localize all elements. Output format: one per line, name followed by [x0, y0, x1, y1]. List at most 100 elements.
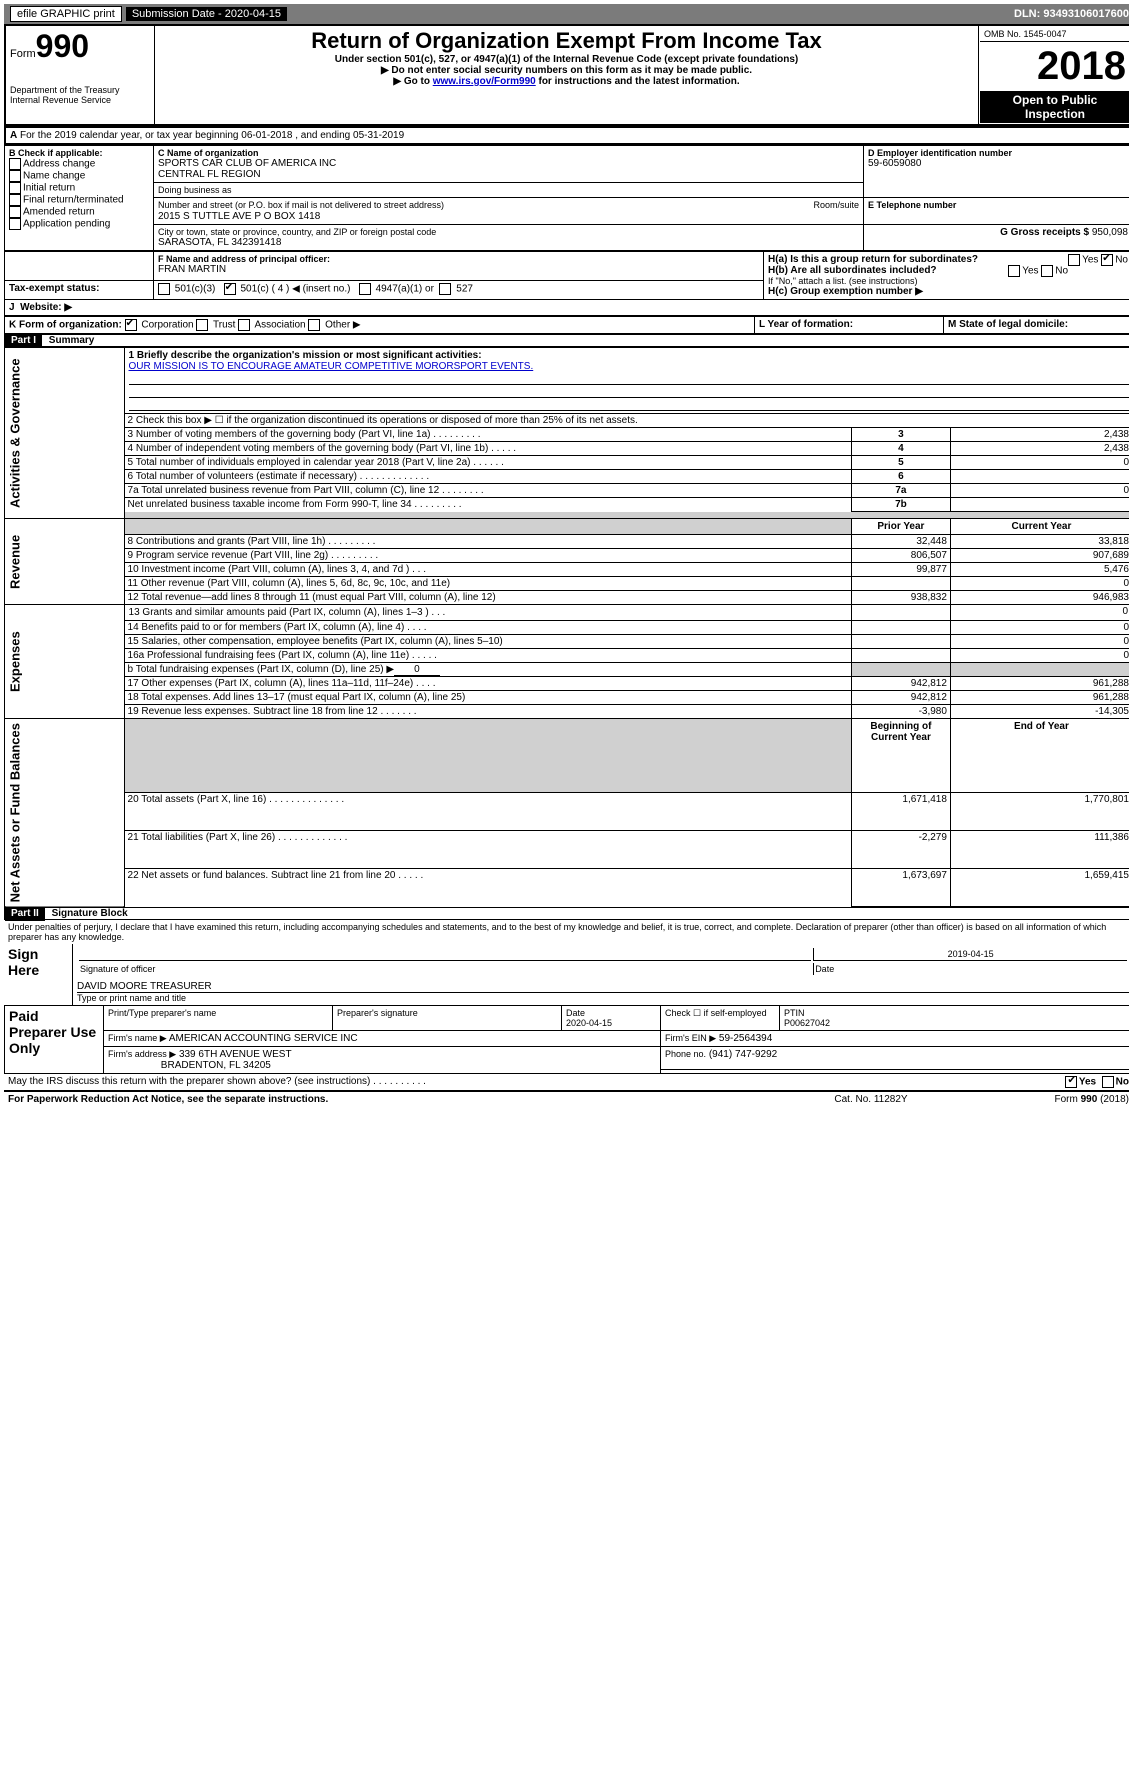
- discuss-no: No: [1116, 1077, 1129, 1088]
- exp16a: 16a Professional fundraising fees (Part …: [124, 649, 851, 663]
- city-label: City or town, state or province, country…: [158, 227, 859, 237]
- tax-year: 2018: [980, 42, 1129, 91]
- hb-no-checkbox[interactable]: [1041, 265, 1053, 277]
- ptin-label: PTIN: [784, 1008, 1128, 1018]
- ha-no-checkbox[interactable]: [1101, 254, 1113, 266]
- net20: 20 Total assets (Part X, line 16) . . . …: [124, 792, 851, 830]
- dba-label: Doing business as: [158, 185, 859, 195]
- dln: DLN: 93493106017600: [1014, 8, 1129, 20]
- website-label: Website: ▶: [20, 302, 72, 313]
- sign-date-label: Date: [813, 963, 1127, 975]
- summary-table: Activities & Governance 1 Briefly descri…: [4, 347, 1129, 907]
- end-year-header: End of Year: [950, 719, 1129, 793]
- officer-group-block: F Name and address of principal officer:…: [4, 251, 1129, 316]
- assoc-label: Association: [254, 320, 305, 331]
- trust-label: Trust: [213, 320, 235, 331]
- exp14: 14 Benefits paid to or for members (Part…: [124, 621, 851, 635]
- part-ii-header: Part II Signature Block: [4, 907, 1129, 920]
- dept-treasury: Department of the Treasury Internal Reve…: [10, 85, 150, 105]
- phone-val: (941) 747-9292: [709, 1049, 777, 1060]
- c10: 5,476: [950, 563, 1129, 577]
- c3-checkbox[interactable]: [158, 283, 170, 295]
- boxc-name-label: C Name of organization: [158, 148, 859, 158]
- statem-label: M State of legal domicile:: [944, 317, 1129, 334]
- exp19: 19 Revenue less expenses. Subtract line …: [124, 705, 851, 719]
- prep-date-label: Date: [566, 1008, 656, 1018]
- c14: 0: [950, 621, 1129, 635]
- firm-ein-label: Firm's EIN ▶: [665, 1033, 716, 1043]
- paid-preparer-block: Paid Preparer Use Only Print/Type prepar…: [4, 1005, 1129, 1074]
- name-title-label: Type or print name and title: [77, 993, 1129, 1003]
- addr-change-checkbox[interactable]: [9, 158, 21, 170]
- app-pending-checkbox[interactable]: [9, 218, 21, 230]
- expenses-label: Expenses: [5, 605, 125, 719]
- exp15: 15 Salaries, other compensation, employe…: [124, 635, 851, 649]
- p17: 942,812: [851, 677, 950, 691]
- final-return-label: Final return/terminated: [23, 195, 124, 206]
- rev8: 8 Contributions and grants (Part VIII, l…: [124, 535, 851, 549]
- corp-checkbox[interactable]: [125, 319, 137, 331]
- initial-return-checkbox[interactable]: [9, 182, 21, 194]
- mission-text[interactable]: OUR MISSION IS TO ENCOURAGE AMATEUR COMP…: [129, 361, 534, 372]
- prep-date-val: 2020-04-15: [566, 1018, 656, 1028]
- e22: 1,659,415: [950, 869, 1129, 907]
- open-public: Open to Public Inspection: [980, 91, 1129, 123]
- cat-no: Cat. No. 11282Y: [767, 1091, 975, 1107]
- period-text: For the 2019 calendar year, or tax year …: [20, 130, 404, 141]
- final-return-checkbox[interactable]: [9, 194, 21, 206]
- c12: 946,983: [950, 591, 1129, 605]
- part-ii-label: Part II: [5, 906, 45, 921]
- line3: 3 Number of voting members of the govern…: [124, 428, 851, 442]
- amended-return-checkbox[interactable]: [9, 206, 21, 218]
- form-number: 990: [36, 28, 89, 64]
- footer-block: May the IRS discuss this return with the…: [4, 1074, 1129, 1090]
- val7a: 0: [950, 484, 1129, 498]
- line5: 5 Total number of individuals employed i…: [124, 456, 851, 470]
- discuss-no-checkbox[interactable]: [1102, 1076, 1114, 1088]
- prep-name-label: Print/Type preparer's name: [104, 1006, 333, 1031]
- line2: 2 Check this box ▶ ☐ if the organization…: [124, 414, 1129, 428]
- val7b: [950, 498, 1129, 512]
- c4-checkbox[interactable]: [224, 283, 236, 295]
- line7b: Net unrelated business taxable income fr…: [124, 498, 851, 512]
- c17: 961,288: [950, 677, 1129, 691]
- other-checkbox[interactable]: [308, 319, 320, 331]
- c19: -14,305: [950, 705, 1129, 719]
- s527-checkbox[interactable]: [439, 283, 451, 295]
- form-header: Form990 Department of the Treasury Inter…: [4, 24, 1129, 126]
- line6: 6 Total number of volunteers (estimate i…: [124, 470, 851, 484]
- ein-value: 59-6059080: [868, 158, 1128, 169]
- c11: 0: [950, 577, 1129, 591]
- ha-yes-checkbox[interactable]: [1068, 254, 1080, 266]
- hb-note: If "No," attach a list. (see instruction…: [768, 276, 1128, 286]
- e21: 111,386: [950, 830, 1129, 868]
- street-address: 2015 S TUTTLE AVE P O BOX 1418: [158, 211, 859, 222]
- omb-number: OMB No. 1545-0047: [980, 27, 1129, 42]
- net22: 22 Net assets or fund balances. Subtract…: [124, 869, 851, 907]
- rev9: 9 Program service revenue (Part VIII, li…: [124, 549, 851, 563]
- rev12: 12 Total revenue—add lines 8 through 11 …: [124, 591, 851, 605]
- addr-change-label: Address change: [23, 159, 95, 170]
- assoc-checkbox[interactable]: [238, 319, 250, 331]
- name-change-checkbox[interactable]: [9, 170, 21, 182]
- efile-label: efile GRAPHIC print: [10, 6, 122, 22]
- firm-addr-label: Firm's address ▶: [108, 1049, 176, 1059]
- app-pending-label: Application pending: [23, 219, 110, 230]
- firm-name-label: Firm's name ▶: [108, 1033, 167, 1043]
- begin-year-header: Beginning of Current Year: [851, 719, 950, 793]
- subtitle3-pre: ▶ Go to: [393, 76, 432, 87]
- activities-governance-label: Activities & Governance: [5, 348, 125, 519]
- ha-label: H(a) Is this a group return for subordin…: [768, 254, 978, 265]
- part-i-label: Part I: [5, 333, 42, 348]
- city-value: SARASOTA, FL 342391418: [158, 237, 859, 248]
- c9: 907,689: [950, 549, 1129, 563]
- corp-label: Corporation: [141, 320, 193, 331]
- a1-checkbox[interactable]: [359, 283, 371, 295]
- firm-name: AMERICAN ACCOUNTING SERVICE INC: [169, 1033, 358, 1044]
- discuss-yes-checkbox[interactable]: [1065, 1076, 1077, 1088]
- efile-topbar: efile GRAPHIC print Submission Date - 20…: [4, 4, 1129, 24]
- p18: 942,812: [851, 691, 950, 705]
- hb-yes-checkbox[interactable]: [1008, 265, 1020, 277]
- form990-link[interactable]: www.irs.gov/Form990: [433, 76, 536, 87]
- trust-checkbox[interactable]: [196, 319, 208, 331]
